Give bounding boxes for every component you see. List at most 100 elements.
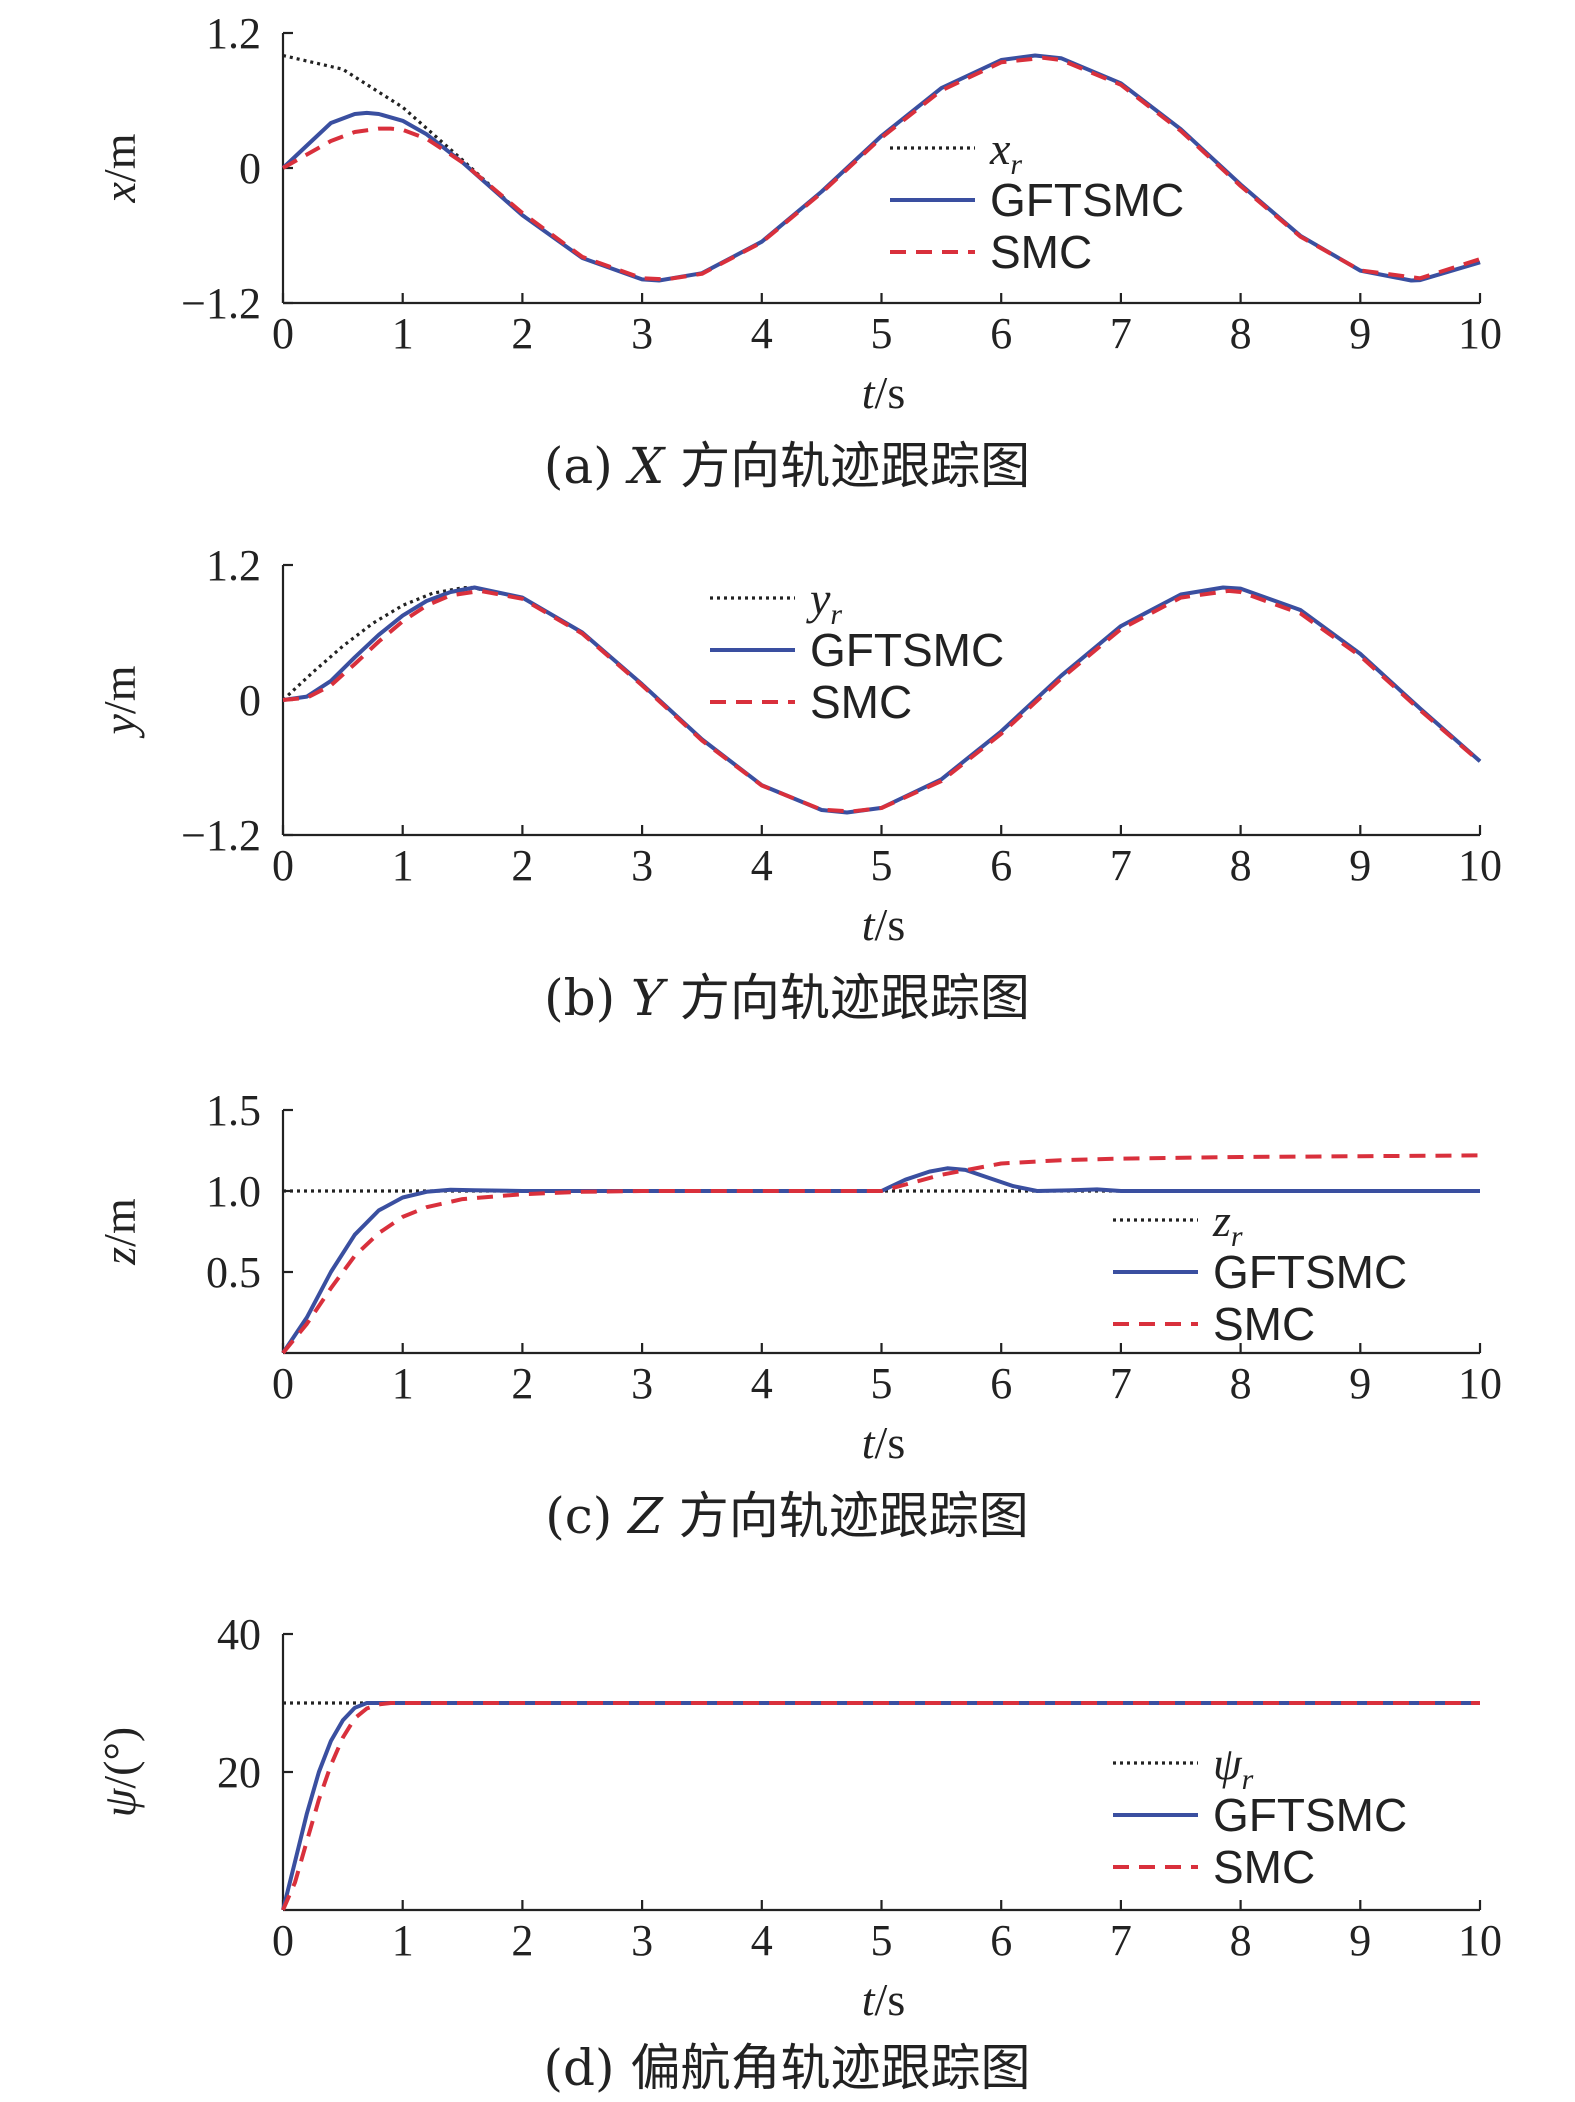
series-line-gftsmc: [281, 1166, 1480, 1355]
legend-label: GFTSMC: [810, 624, 1004, 676]
x-tick-label: 3: [631, 841, 653, 890]
legend-label: GFTSMC: [1213, 1246, 1407, 1298]
x-axis-label-unit: /s: [875, 1417, 906, 1468]
legend-label-main: GFTSMC: [810, 624, 1004, 676]
y-axis-label: x/m: [94, 133, 145, 203]
caption-prefix: (b): [544, 969, 631, 1027]
series-line-smc: [282, 55, 1481, 282]
x-axis-label-var: t: [862, 1417, 876, 1468]
legend-label-main: y: [806, 573, 831, 624]
legend-label-subscript: r: [1231, 1220, 1243, 1253]
x-tick-label: 3: [631, 1916, 653, 1965]
legend-label: GFTSMC: [1213, 1789, 1407, 1841]
caption-text: 方向轨迹跟踪图: [663, 1487, 1029, 1545]
x-axis-label-var: t: [862, 367, 876, 418]
y-tick-label: 0.5: [206, 1248, 261, 1297]
x-tick-label: 8: [1230, 309, 1252, 358]
legend-label-main: SMC: [990, 226, 1092, 278]
x-tick-label: 4: [751, 309, 773, 358]
x-axis-label: t/s: [862, 899, 905, 950]
x-tick-label: 4: [751, 841, 773, 890]
x-tick-label: 8: [1230, 1916, 1252, 1965]
legend-label-subscript: r: [830, 598, 842, 631]
x-tick-label: 5: [871, 1916, 893, 1965]
caption-prefix: (c): [545, 1487, 628, 1545]
x-axis-label: t/s: [862, 1974, 905, 2025]
x-tick-label: 9: [1349, 841, 1371, 890]
x-tick-label: 6: [990, 309, 1012, 358]
y-axis-label: y/m: [94, 665, 145, 738]
x-tick-label: 1: [392, 309, 414, 358]
x-tick-label: 3: [631, 309, 653, 358]
x-tick-label: 6: [990, 1359, 1012, 1408]
x-tick-label: 6: [990, 841, 1012, 890]
x-axis-label-unit: /s: [875, 899, 906, 950]
legend-label: SMC: [1213, 1841, 1315, 1893]
legend-label: yr: [806, 573, 842, 631]
y-axis-label-var: z: [94, 1247, 145, 1266]
x-tick-label: 10: [1458, 309, 1502, 358]
x-tick-label: 5: [871, 1359, 893, 1408]
legend-label: zr: [1212, 1195, 1243, 1253]
y-tick-label: −1.2: [181, 279, 261, 328]
x-tick-label: 5: [871, 841, 893, 890]
y-axis-label-var: y: [94, 713, 145, 738]
series-line-smc: [281, 1701, 1480, 1911]
x-tick-label: 7: [1110, 1359, 1132, 1408]
panel-a: 0 1 2 3 4 5 6 7 8 9 101.20−1.2x/mt/sxrGFTSMCSMC(a)…: [94, 9, 1502, 495]
x-tick-label: 0: [272, 841, 294, 890]
x-tick-label: 2: [511, 309, 533, 358]
series-line-smc: [281, 1153, 1481, 1355]
caption-prefix: (d): [544, 2039, 631, 2097]
legend-label-main: SMC: [1213, 1841, 1315, 1893]
series-line-ref: [282, 53, 1481, 283]
y-axis-label-unit: /m: [94, 665, 145, 714]
y-axis-label-var: x: [94, 181, 145, 203]
y-tick-label: 1.5: [206, 1086, 261, 1135]
caption-var: X: [625, 437, 667, 495]
caption-var: Y: [631, 969, 668, 1027]
caption-var: Z: [626, 1487, 664, 1545]
legend-label-main: z: [1212, 1195, 1231, 1246]
x-tick-label: 10: [1458, 1916, 1502, 1965]
legend-label: xr: [989, 123, 1022, 181]
legend-label-subscript: r: [1242, 1763, 1254, 1796]
y-tick-label: 40: [217, 1610, 261, 1659]
x-tick-label: 4: [751, 1359, 773, 1408]
legend-label-main: SMC: [810, 676, 912, 728]
y-axis-label: ψ/(°): [94, 1727, 145, 1817]
legend-label-subscript: r: [1010, 148, 1022, 181]
y-tick-label: −1.2: [181, 811, 261, 860]
legend-label-main: SMC: [1213, 1298, 1315, 1350]
x-tick-label: 9: [1349, 1359, 1371, 1408]
panel-caption: (b) Y 方向轨迹跟踪图: [544, 969, 1030, 1027]
legend-label: SMC: [1213, 1298, 1315, 1350]
caption-prefix: (a): [544, 437, 629, 495]
series-line-gftsmc: [281, 53, 1481, 283]
x-axis-label-var: t: [862, 899, 876, 950]
y-axis-label-unit: /m: [94, 1198, 145, 1247]
x-tick-label: 4: [751, 1916, 773, 1965]
x-axis-label-unit: /s: [875, 1974, 906, 2025]
legend-label: SMC: [810, 676, 912, 728]
panel-caption: (c) Z 方向轨迹跟踪图: [545, 1487, 1029, 1545]
panel-b: 0 1 2 3 4 5 6 7 8 9 101.20−1.2y/mt/syrGFTSMCSMC(b)…: [94, 541, 1502, 1027]
x-tick-label: 5: [871, 309, 893, 358]
legend-label-main: x: [989, 123, 1011, 174]
legend-label: ψr: [1213, 1738, 1254, 1796]
x-tick-label: 10: [1458, 841, 1502, 890]
x-tick-label: 0: [272, 309, 294, 358]
x-tick-label: 10: [1458, 1359, 1502, 1408]
y-tick-label: 0: [239, 676, 261, 725]
legend-label-main: ψ: [1213, 1738, 1243, 1789]
y-tick-label: 0: [239, 144, 261, 193]
x-axis-label-unit: /s: [875, 367, 906, 418]
panel-c: 0 1 2 3 4 5 6 7 8 9 101.51.00.5z/mt/szrGFTSMCSMC(c…: [94, 1086, 1502, 1545]
x-tick-label: 7: [1110, 841, 1132, 890]
x-axis-label: t/s: [862, 367, 905, 418]
y-tick-label: 1.0: [206, 1167, 261, 1216]
